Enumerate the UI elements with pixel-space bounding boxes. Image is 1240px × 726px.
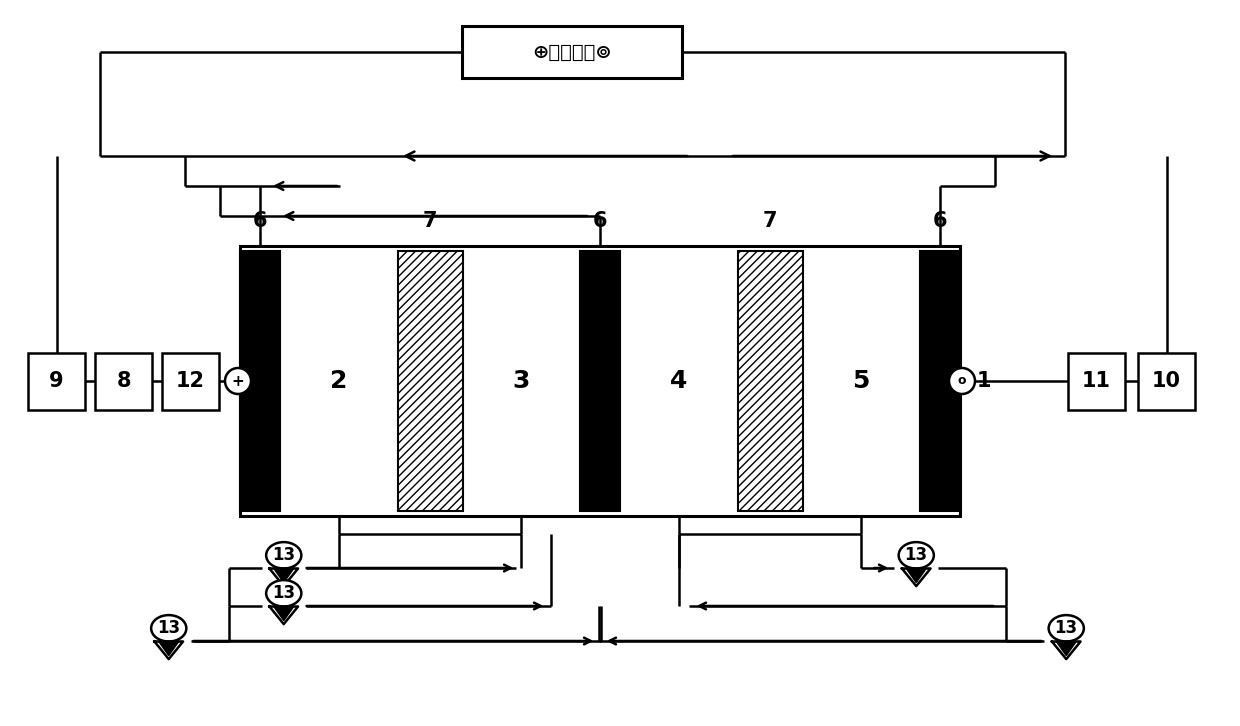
- Text: 13: 13: [273, 546, 295, 564]
- Ellipse shape: [899, 542, 934, 568]
- Text: 1: 1: [977, 371, 992, 391]
- Text: ⊕直流电源⊚: ⊕直流电源⊚: [532, 43, 611, 62]
- Text: 5: 5: [853, 369, 870, 393]
- Polygon shape: [269, 606, 298, 624]
- Text: 6: 6: [253, 211, 268, 231]
- Bar: [920, 251, 960, 511]
- Bar: [162, 353, 219, 409]
- Text: 3: 3: [512, 369, 529, 393]
- Bar: [1068, 353, 1125, 409]
- Text: 13: 13: [905, 546, 928, 564]
- Text: 11: 11: [1083, 371, 1111, 391]
- Text: 13: 13: [1055, 619, 1078, 637]
- Text: 9: 9: [50, 371, 63, 391]
- Text: +: +: [232, 373, 244, 388]
- Text: 4: 4: [670, 369, 687, 393]
- Bar: [95, 353, 153, 409]
- Bar: [738, 251, 802, 511]
- Polygon shape: [1052, 642, 1080, 659]
- Polygon shape: [1052, 642, 1080, 659]
- Text: 10: 10: [1152, 371, 1180, 391]
- Polygon shape: [159, 642, 179, 656]
- Text: o: o: [957, 375, 966, 388]
- Text: 8: 8: [117, 371, 130, 391]
- Polygon shape: [269, 606, 298, 624]
- Bar: [29, 353, 86, 409]
- Ellipse shape: [267, 580, 301, 606]
- Polygon shape: [155, 642, 184, 659]
- Polygon shape: [1056, 642, 1076, 656]
- Polygon shape: [901, 568, 930, 586]
- Polygon shape: [269, 568, 298, 586]
- Bar: [241, 251, 280, 511]
- Text: 7: 7: [423, 211, 438, 231]
- Bar: [1138, 353, 1195, 409]
- Text: 7: 7: [763, 211, 777, 231]
- Text: 12: 12: [176, 371, 205, 391]
- Bar: [580, 251, 620, 511]
- Polygon shape: [274, 606, 294, 621]
- Ellipse shape: [151, 615, 186, 642]
- Bar: [241, 246, 960, 516]
- Ellipse shape: [1049, 615, 1084, 642]
- Text: 2: 2: [330, 369, 347, 393]
- Text: 6: 6: [593, 211, 608, 231]
- Text: 13: 13: [157, 619, 180, 637]
- Circle shape: [224, 368, 250, 394]
- Polygon shape: [274, 568, 294, 582]
- Bar: [398, 251, 463, 511]
- Polygon shape: [901, 568, 930, 586]
- Text: 13: 13: [273, 584, 295, 603]
- Circle shape: [949, 368, 975, 394]
- Text: 6: 6: [932, 211, 947, 231]
- Text: 1: 1: [253, 371, 268, 391]
- Ellipse shape: [267, 542, 301, 568]
- Polygon shape: [906, 568, 926, 582]
- Polygon shape: [269, 568, 298, 586]
- Polygon shape: [155, 642, 184, 659]
- Bar: [463, 26, 682, 78]
